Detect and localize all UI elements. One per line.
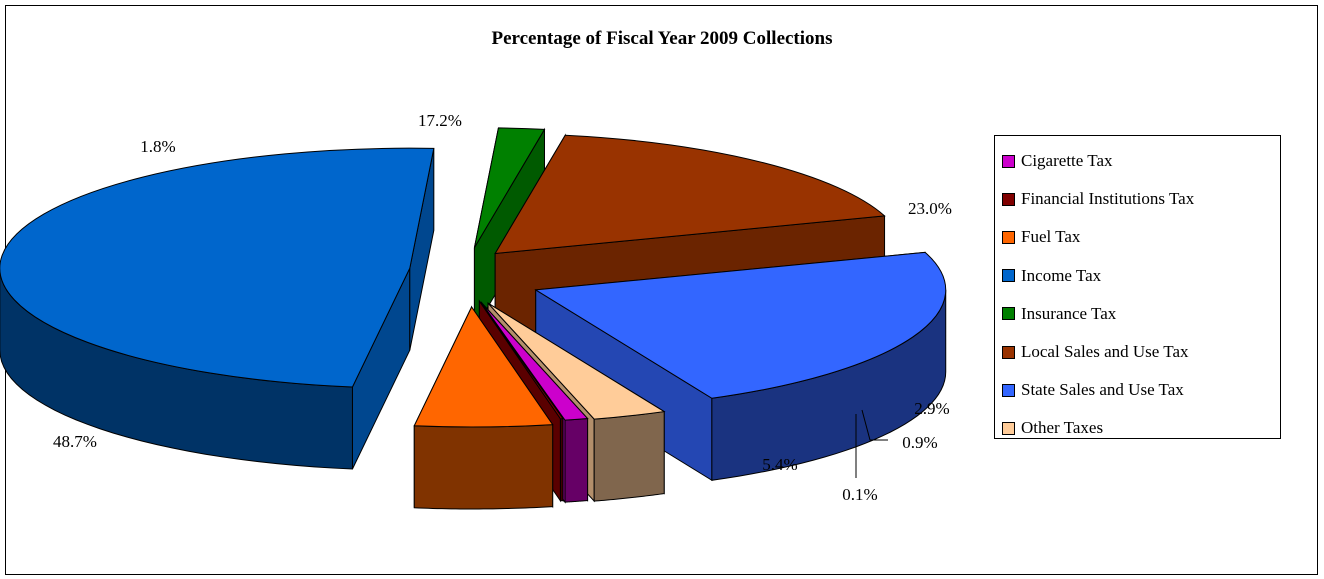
slice-top — [473, 127, 546, 248]
data-label-other-taxes: 2.9% — [914, 399, 949, 418]
legend-swatch — [1002, 345, 1015, 359]
legend-swatch — [1002, 307, 1015, 321]
legend-swatch — [1002, 383, 1015, 397]
data-label-local-sales-and-use-tax: 17.2% — [418, 111, 462, 130]
data-label-fuel-tax: 5.4% — [762, 455, 797, 474]
legend-swatch — [1002, 154, 1015, 168]
slice-top — [481, 302, 589, 421]
data-label-income-tax: 48.7% — [53, 432, 97, 451]
legend-swatch — [1002, 421, 1015, 435]
legend: Cigarette Tax Financial Institutions Tax F… — [994, 135, 1281, 439]
slice-top — [413, 305, 554, 428]
legend-item-other-taxes: Other Taxes — [995, 409, 1280, 447]
slice-rim — [564, 418, 589, 503]
legend-swatch — [1002, 230, 1015, 244]
data-label-state-sales-and-use-tax: 23.0% — [908, 199, 952, 218]
legend-label: Insurance Tax — [1021, 303, 1117, 323]
slice-rim — [559, 418, 564, 502]
legend-label: Local Sales and Use Tax — [1021, 342, 1189, 362]
legend-swatch — [1002, 192, 1015, 206]
slice-income-tax — [0, 147, 435, 470]
data-label-cigarette-tax: 0.9% — [902, 433, 937, 452]
slice-fuel-tax — [413, 305, 554, 510]
legend-label: Income Tax — [1021, 265, 1102, 285]
legend-item-fuel-tax: Fuel Tax — [995, 218, 1280, 256]
legend-label: Other Taxes — [1021, 418, 1104, 438]
slice-top — [494, 134, 886, 255]
leader-line-cigarette — [861, 409, 888, 441]
slice-top — [487, 302, 666, 420]
slice-top — [534, 251, 947, 399]
legend-item-local-sales-and-use-tax: Local Sales and Use Tax — [995, 333, 1280, 371]
legend-item-cigarette-tax: Cigarette Tax — [995, 142, 1280, 180]
slice-rim — [413, 424, 554, 510]
slice-state-sales-and-use-tax — [534, 251, 947, 482]
legend-label: Fuel Tax — [1021, 227, 1081, 247]
data-label-financial-institutions-tax: 0.1% — [842, 485, 877, 504]
slice-top — [0, 147, 435, 388]
legend-item-state-sales-and-use-tax: State Sales and Use Tax — [995, 371, 1280, 409]
data-label-insurance-tax: 1.8% — [140, 137, 175, 156]
slice-top — [478, 300, 564, 420]
legend-label: State Sales and Use Tax — [1021, 380, 1184, 400]
legend-swatch — [1002, 269, 1015, 283]
legend-item-income-tax: Income Tax — [995, 257, 1280, 295]
legend-item-insurance-tax: Insurance Tax — [995, 295, 1280, 333]
slice-rim — [593, 410, 665, 502]
legend-item-financial-institutions-tax: Financial Institutions Tax — [995, 180, 1280, 218]
legend-label: Cigarette Tax — [1021, 151, 1113, 171]
chart-title: Percentage of Fiscal Year 2009 Collectio… — [491, 28, 833, 49]
legend-label: Financial Institutions Tax — [1021, 189, 1195, 209]
